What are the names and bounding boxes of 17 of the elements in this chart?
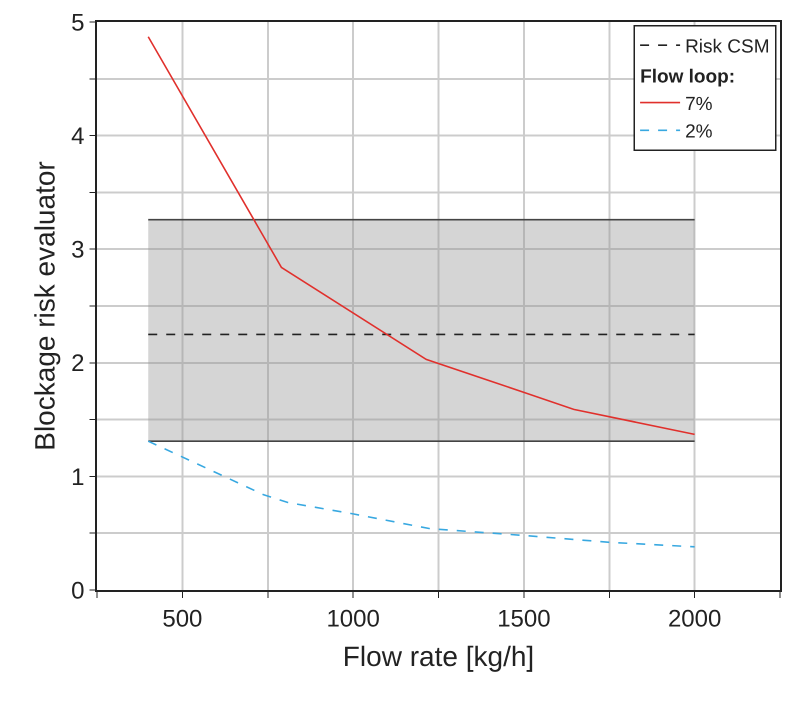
y-axis-title: Blockage risk evaluator <box>29 161 60 451</box>
legend-label: 2% <box>685 122 713 143</box>
x-tick-label: 500 <box>162 606 202 633</box>
y-tick-label: 1 <box>71 464 84 491</box>
y-tick-label: 2 <box>71 350 84 378</box>
x-tick-label: 1000 <box>326 606 380 633</box>
line-series <box>147 440 696 548</box>
y-tick-label: 4 <box>71 123 84 150</box>
legend-title: Flow loop: <box>640 66 736 88</box>
legend-label: Risk CSM <box>685 36 770 58</box>
y-tick-label: 0 <box>71 577 84 604</box>
x-axis-title: Flow rate [kg/h] <box>342 641 534 672</box>
legend-label: 7% <box>685 94 713 115</box>
y-tick-label: 5 <box>71 9 84 36</box>
y-tick-label: 3 <box>71 236 84 264</box>
x-tick-label: 1500 <box>497 606 551 633</box>
x-tick-label: 2000 <box>668 606 722 633</box>
